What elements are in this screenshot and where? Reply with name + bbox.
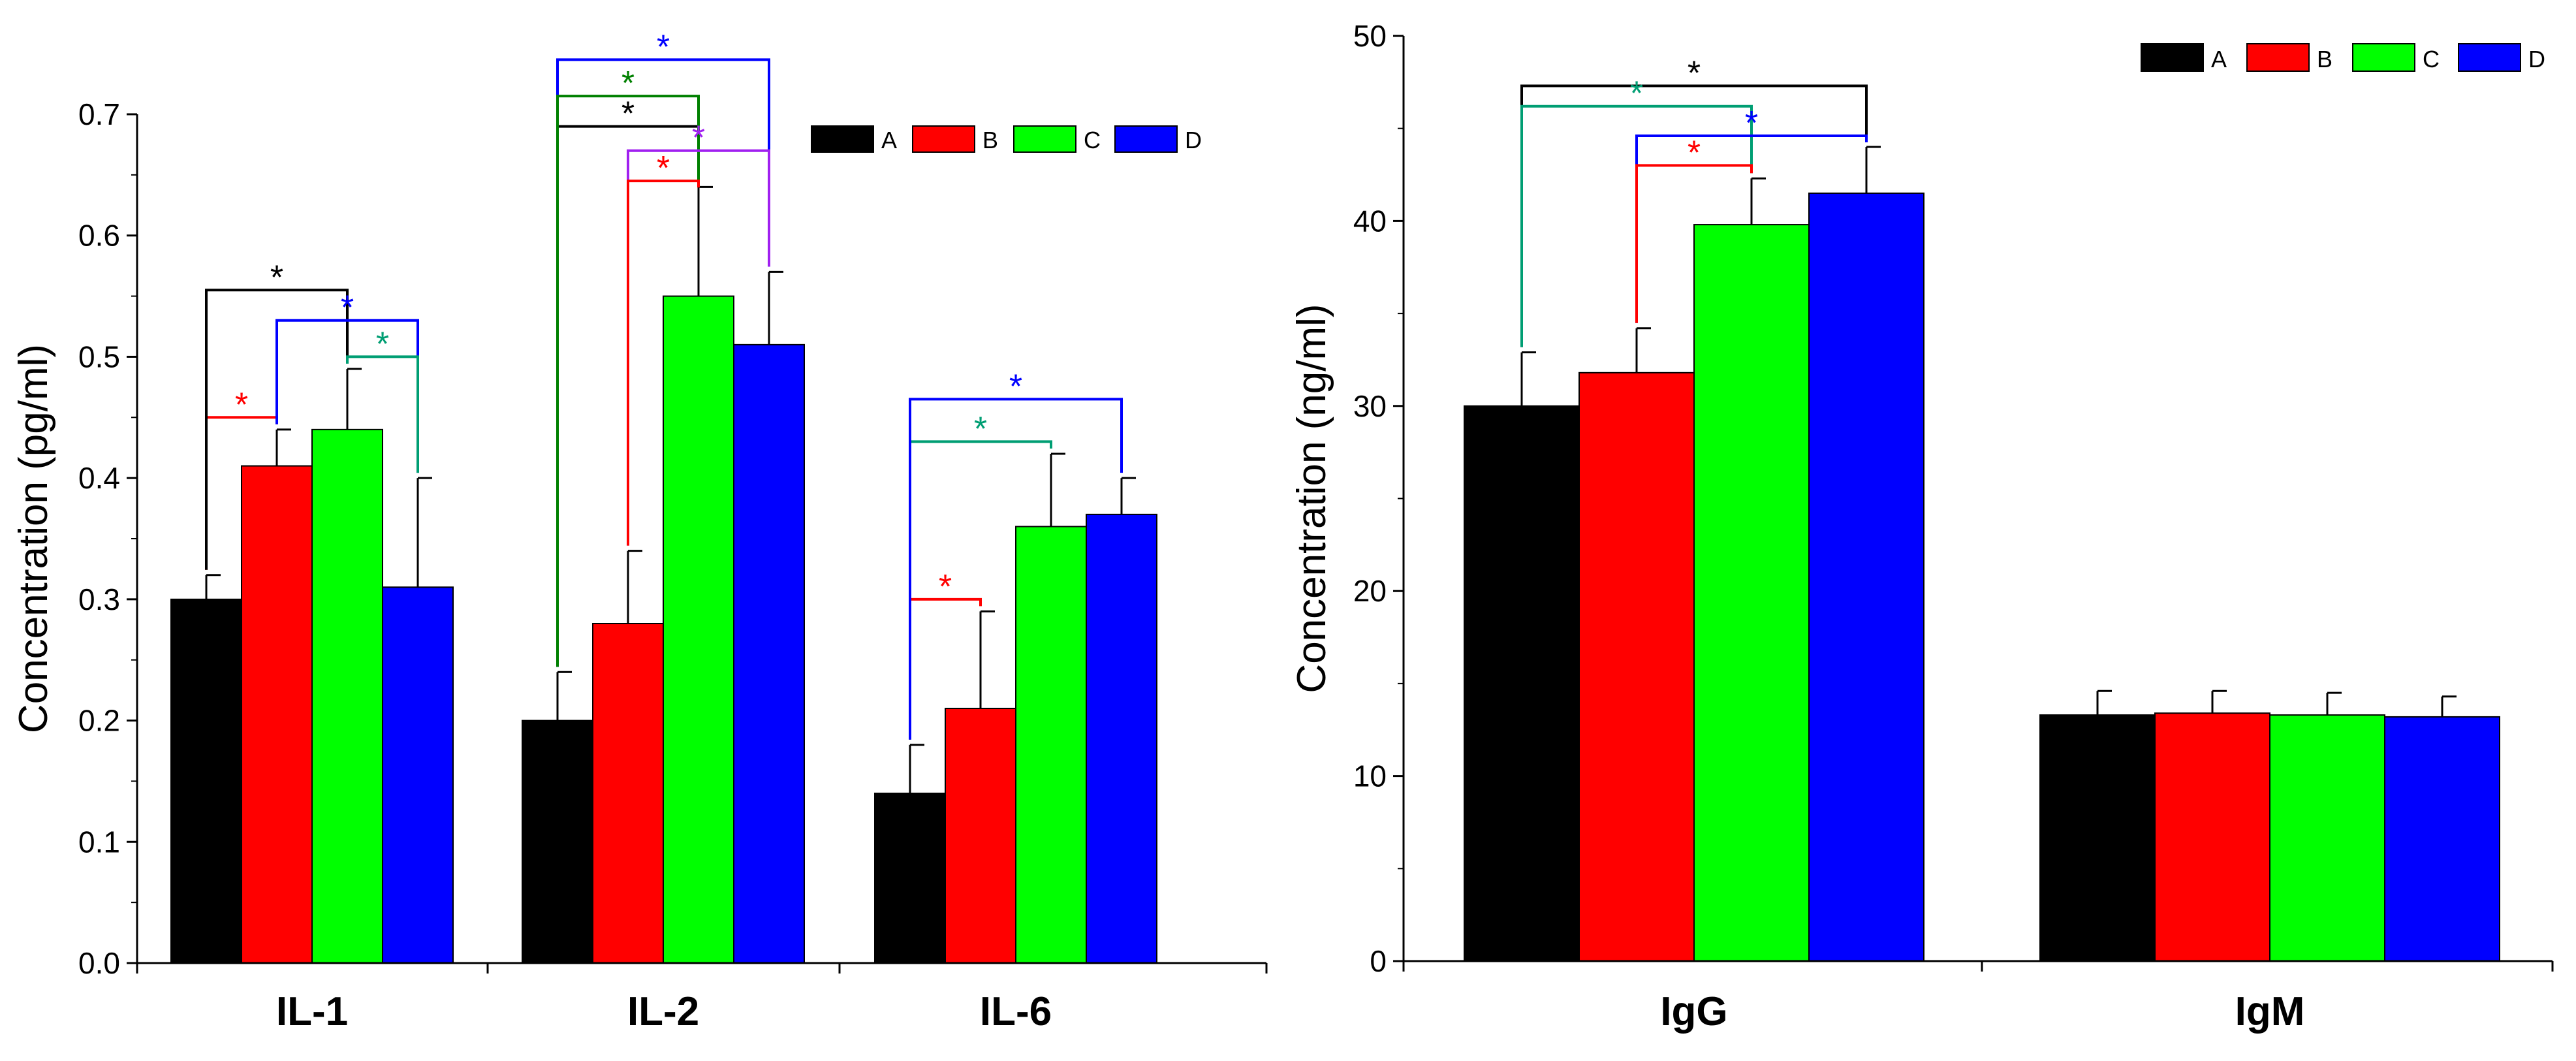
legend-label-C: C bbox=[1084, 127, 1101, 153]
y-tick-label: 40 bbox=[1353, 204, 1387, 238]
y-tick-label: 30 bbox=[1353, 389, 1387, 423]
bar-IL-2-A bbox=[522, 720, 593, 964]
legend-swatch-D bbox=[2458, 43, 2521, 72]
significance-bracket-IL-2-A-C bbox=[556, 95, 700, 667]
y-tick-label: 50 bbox=[1353, 19, 1387, 53]
legend-swatch-A bbox=[811, 125, 874, 153]
chart-panel-2: 0 10 20 30 40 50 IgG IgM Concentration (ng/ml) * *… bbox=[1289, 19, 2554, 1034]
y-tick-label: 0.0 bbox=[78, 946, 120, 980]
bar-IL-1-D bbox=[382, 586, 454, 964]
bar-IgG-A bbox=[1464, 405, 1580, 962]
significance-star: * bbox=[270, 259, 283, 296]
y-axis-title: Concentration (pg/ml) bbox=[11, 344, 56, 733]
legend-label-D: D bbox=[1185, 127, 1202, 153]
significance-bracket-IgG-A-C bbox=[1520, 104, 1753, 347]
legend-swatch-B bbox=[912, 125, 975, 153]
significance-star: * bbox=[657, 150, 670, 187]
significance-star: * bbox=[1630, 75, 1643, 113]
legend-label-A: A bbox=[2211, 46, 2227, 72]
bar-IgM-B bbox=[2154, 712, 2270, 962]
legend-swatch-D bbox=[1114, 125, 1178, 153]
legend-label-A: A bbox=[881, 127, 897, 153]
legend: A B C D bbox=[811, 125, 1202, 153]
legend-label-B: B bbox=[982, 127, 998, 153]
bar-IL-6-B bbox=[945, 708, 1016, 964]
significance-star: * bbox=[1688, 55, 1701, 93]
chart-panel-1: 0.0 0.1 0.2 0.3 0.4 0.5 0.6 0.7 IL-1 IL-2 IL-6 Conc… bbox=[11, 28, 1268, 1034]
bar-IL-2-D bbox=[733, 343, 805, 964]
category-label-IL-1: IL-1 bbox=[276, 989, 348, 1034]
significance-star: * bbox=[939, 568, 952, 606]
legend-swatch-A bbox=[2141, 43, 2204, 72]
y-tick-label: 0 bbox=[1370, 944, 1387, 978]
category-label-IgM: IgM bbox=[2235, 989, 2305, 1034]
bar-IgG-B bbox=[1579, 372, 1695, 962]
y-tick-label: 10 bbox=[1353, 759, 1387, 793]
bar-IL-6-D bbox=[1086, 513, 1157, 964]
bar-IL-6-A bbox=[874, 793, 946, 964]
significance-star: * bbox=[1688, 134, 1701, 172]
category-label-IL-2: IL-2 bbox=[627, 989, 699, 1034]
bar-IL-6-C bbox=[1015, 526, 1087, 964]
y-tick-label: 0.6 bbox=[78, 219, 120, 253]
bar-IgM-A bbox=[2039, 714, 2156, 962]
bar-IgG-C bbox=[1693, 224, 1810, 962]
bar-IgM-D bbox=[2384, 716, 2500, 962]
legend-label-B: B bbox=[2317, 46, 2333, 72]
significance-bracket-IL-6-A-D bbox=[909, 398, 1123, 740]
significance-star: * bbox=[1745, 104, 1758, 142]
legend-swatch-B bbox=[2246, 43, 2310, 72]
significance-star: * bbox=[1009, 368, 1022, 405]
significance-bracket-IgG-B-C bbox=[1635, 164, 1753, 323]
bar-IL-1-A bbox=[170, 598, 242, 964]
significance-bracket-IL-1-C-D bbox=[346, 355, 419, 473]
significance-star: * bbox=[235, 386, 248, 424]
significance-bracket-IL-2-B-C bbox=[627, 180, 700, 546]
significance-star: * bbox=[621, 95, 635, 133]
y-tick-label: 0.5 bbox=[78, 340, 120, 373]
category-label-IgG: IgG bbox=[1660, 989, 1727, 1034]
category-label-IL-6: IL-6 bbox=[980, 989, 1052, 1034]
bar-IL-1-B bbox=[241, 465, 313, 964]
significance-star: * bbox=[974, 410, 987, 448]
y-tick-label: 0.3 bbox=[78, 582, 120, 616]
y-tick-label: 20 bbox=[1353, 574, 1387, 608]
legend-label-D: D bbox=[2528, 46, 2545, 72]
y-tick-label: 0.7 bbox=[78, 97, 120, 131]
y-axis-title: Concentration (ng/ml) bbox=[1289, 304, 1334, 693]
y-tick-label: 0.4 bbox=[78, 461, 120, 495]
bar-IL-1-C bbox=[311, 428, 383, 964]
y-tick-label: 0.1 bbox=[78, 825, 120, 859]
legend-swatch-C bbox=[1013, 125, 1076, 153]
significance-star: * bbox=[376, 325, 389, 363]
bar-IgG-D bbox=[1808, 192, 1924, 962]
significance-bracket-IL-1-A-C bbox=[205, 289, 349, 570]
bar-IgM-C bbox=[2269, 714, 2385, 962]
legend: A B C D bbox=[2141, 43, 2545, 72]
bar-IL-2-B bbox=[592, 623, 664, 964]
significance-star: * bbox=[692, 119, 705, 157]
legend-swatch-C bbox=[2352, 43, 2415, 72]
legend-label-C: C bbox=[2423, 46, 2440, 72]
significance-star: * bbox=[341, 289, 354, 327]
significance-star: * bbox=[657, 28, 670, 66]
significance-star: * bbox=[621, 65, 635, 103]
y-tick-label: 0.2 bbox=[78, 704, 120, 738]
bar-IL-2-C bbox=[663, 295, 734, 964]
